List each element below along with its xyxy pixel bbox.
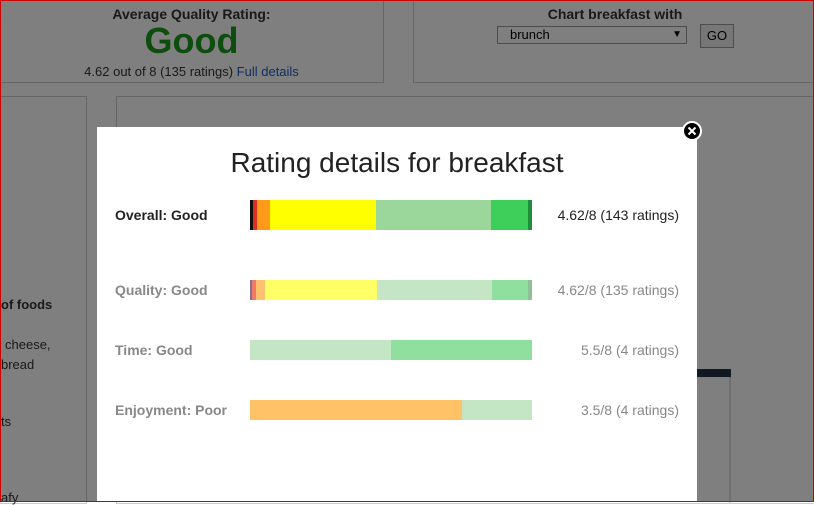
modal: Rating details for breakfast Overall: Go… (97, 127, 697, 502)
bar-segment (376, 200, 492, 230)
row-summary: 5.5/8 (4 ratings) (580, 342, 679, 358)
bar-segment (250, 200, 254, 230)
bar-segment (251, 280, 256, 300)
bar-segment (391, 340, 532, 360)
row-label: Enjoyment: Poor (115, 402, 228, 418)
bar-segment (491, 200, 529, 230)
bar-segment (264, 280, 377, 300)
row-label: Time: Good (115, 342, 193, 358)
row-summary: 4.62/8 (143 ratings) (557, 207, 679, 223)
row-label: Quality: Good (115, 282, 208, 298)
rating-bar (250, 200, 532, 230)
bar-segment (528, 200, 532, 230)
bar-segment (461, 400, 532, 420)
row-label: Overall: Good (115, 207, 208, 223)
bar-segment (250, 280, 252, 300)
bar-segment (257, 200, 270, 230)
row-summary: 4.62/8 (135 ratings) (557, 282, 679, 298)
rating-bar (250, 340, 532, 360)
modal-title: Rating details for breakfast (230, 147, 564, 178)
rating-bar (250, 400, 532, 420)
bar-segment (255, 280, 265, 300)
close-button[interactable] (682, 121, 702, 141)
row-summary: 3.5/8 (4 ratings) (580, 402, 679, 418)
rating-bar (250, 280, 532, 300)
bar-segment (270, 200, 377, 230)
bar-segment (528, 280, 532, 300)
bar-segment (250, 340, 391, 360)
bar-segment (491, 280, 529, 300)
bar-segment (376, 280, 492, 300)
close-icon (687, 126, 697, 136)
bar-segment (253, 200, 258, 230)
bar-segment (250, 400, 462, 420)
